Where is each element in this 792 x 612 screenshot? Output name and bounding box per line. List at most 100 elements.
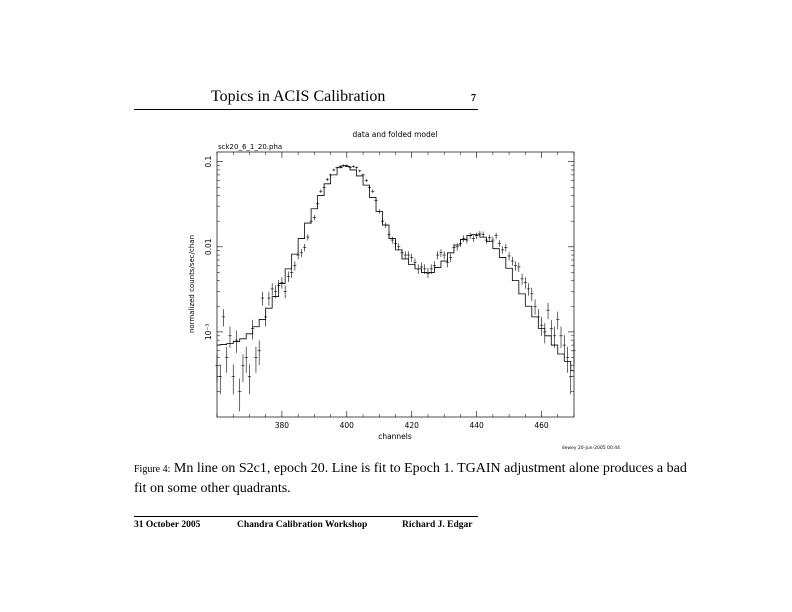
data-point	[257, 340, 261, 366]
data-point	[218, 364, 222, 395]
data-point	[507, 252, 511, 261]
data-point	[351, 165, 355, 168]
data-point	[559, 326, 563, 348]
data-point	[530, 287, 534, 302]
data-point	[484, 236, 488, 244]
data-point	[569, 364, 573, 395]
data-point	[260, 291, 265, 306]
data-point	[280, 277, 284, 289]
x-tick-label: 380	[275, 421, 290, 430]
data-point	[497, 239, 501, 247]
data-point	[273, 285, 278, 299]
figure-caption: Figure 4: Mn line on S2c1, epoch 20. Lin…	[134, 459, 694, 498]
data-point	[475, 232, 479, 239]
x-tick-label: 420	[405, 421, 420, 430]
data-point	[247, 364, 252, 395]
data-point	[354, 166, 359, 169]
data-point	[358, 169, 362, 173]
data-point	[328, 173, 333, 177]
data-point	[426, 267, 430, 278]
data-point	[371, 189, 375, 193]
data-point	[397, 243, 401, 251]
data-point	[325, 177, 329, 181]
data-point	[221, 309, 226, 327]
data-point	[270, 283, 274, 296]
data-point	[520, 273, 524, 285]
data-point	[413, 258, 417, 268]
data-point	[241, 354, 245, 383]
data-point	[332, 168, 336, 172]
spectrum-chart: data and folded model sck20_6_1_20.pha n…	[188, 130, 620, 451]
data-point	[312, 215, 316, 221]
data-point	[423, 264, 427, 275]
data-point	[465, 236, 469, 244]
data-point	[504, 244, 508, 252]
data-point	[462, 235, 466, 242]
data-point	[387, 231, 391, 238]
data-point	[244, 346, 248, 373]
y-tick-label: 0.01	[204, 238, 213, 255]
figure-caption-text: Mn line on S2c1, epoch 20. Line is fit t…	[134, 461, 687, 496]
data-point	[319, 189, 323, 193]
data-point	[491, 236, 495, 244]
data-point	[267, 291, 271, 306]
data-point	[526, 283, 531, 296]
data-point	[488, 234, 492, 242]
data-point	[264, 309, 268, 327]
figure-label: Figure 4:	[134, 464, 171, 475]
data-point	[215, 354, 219, 383]
data-point	[286, 271, 290, 283]
page-header-title: Topics in ACIS Calibration	[211, 88, 386, 105]
data-point	[234, 330, 239, 353]
data-point	[565, 346, 570, 373]
data-point	[436, 251, 440, 260]
footer-rule	[134, 516, 478, 517]
data-point	[384, 222, 388, 228]
data-point	[306, 234, 310, 241]
data-point	[228, 326, 232, 348]
data-point	[406, 251, 411, 260]
data-point	[309, 218, 313, 224]
data-point	[290, 267, 294, 278]
data-point	[299, 249, 303, 257]
data-point	[400, 249, 404, 257]
data-point	[572, 340, 576, 366]
data-point	[403, 251, 407, 260]
data-point	[231, 364, 235, 395]
data-point	[322, 185, 326, 189]
axis-ticks: 380 400 420 440 460 10⁻³ 0.01 0.1	[204, 152, 575, 430]
x-axis-label: channels	[378, 432, 412, 441]
data-point	[283, 285, 287, 299]
header-rule	[134, 109, 478, 110]
footer-author: Richard J. Edgar	[402, 520, 473, 530]
data-point	[377, 209, 381, 214]
y-tick-label: 10⁻³	[204, 324, 213, 341]
data-point	[303, 244, 307, 252]
data-point	[416, 264, 420, 275]
data-point	[225, 346, 229, 373]
data-point	[361, 173, 365, 177]
data-point	[481, 231, 485, 238]
model-step-line	[217, 165, 574, 372]
data-point	[468, 232, 472, 239]
page-number: 7	[471, 93, 476, 104]
data-point	[393, 239, 398, 247]
data-point	[238, 378, 242, 412]
data-point	[419, 262, 424, 272]
data-point	[549, 319, 553, 340]
data-point	[445, 258, 450, 268]
data-point	[513, 261, 518, 271]
data-point	[455, 243, 459, 251]
data-point	[543, 323, 547, 344]
data-point	[539, 316, 544, 336]
data-point	[523, 277, 527, 289]
x-tick-label: 440	[469, 421, 484, 430]
data-point	[552, 326, 557, 348]
x-tick-label: 460	[534, 421, 549, 430]
data-point	[251, 319, 255, 340]
data-point	[562, 335, 566, 359]
data-point	[364, 179, 368, 183]
data-point	[335, 166, 339, 169]
chart-subtitle: sck20_6_1_20.pha	[218, 143, 282, 151]
data-point	[345, 164, 349, 167]
